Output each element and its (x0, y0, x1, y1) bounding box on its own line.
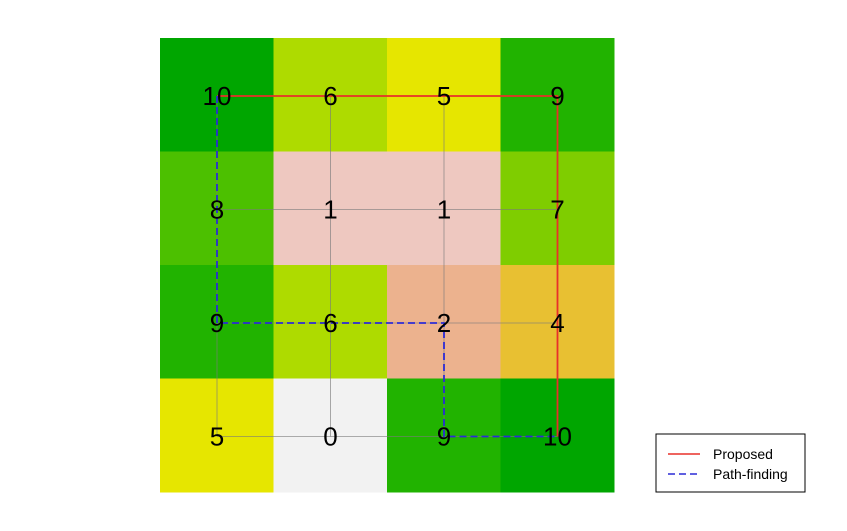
legend-box (655, 433, 806, 493)
cell-value-label: 6 (323, 81, 337, 111)
route-paths (216, 95, 559, 438)
cell-value-label: 9 (437, 422, 451, 452)
cell-value-label: 10 (203, 81, 232, 111)
proposed-path-line (217, 95, 559, 437)
legend: Proposed Path-finding (655, 433, 806, 493)
legend-path-finding-label: Path-finding (713, 466, 788, 482)
cell-value-labels: 10 6 5 9 8 1 1 7 9 6 2 4 5 0 9 10 (203, 81, 572, 452)
cell-value-label: 10 (543, 422, 572, 452)
cell-value-label: 9 (550, 81, 564, 111)
cell-value-label: 2 (437, 308, 451, 338)
path-finding-path-line (216, 96, 558, 438)
cell-value-label: 1 (323, 195, 337, 225)
cell-value-label: 6 (323, 308, 337, 338)
cell-value-label: 8 (210, 195, 224, 225)
cell-value-label: 1 (437, 195, 451, 225)
cell-value-label: 0 (323, 422, 337, 452)
cell-value-label: 9 (210, 308, 224, 338)
cell-value-label: 5 (437, 81, 451, 111)
cell-value-label: 4 (550, 308, 564, 338)
cell-value-label: 7 (550, 195, 564, 225)
cell-value-label: 5 (210, 422, 224, 452)
legend-proposed-label: Proposed (713, 446, 773, 462)
